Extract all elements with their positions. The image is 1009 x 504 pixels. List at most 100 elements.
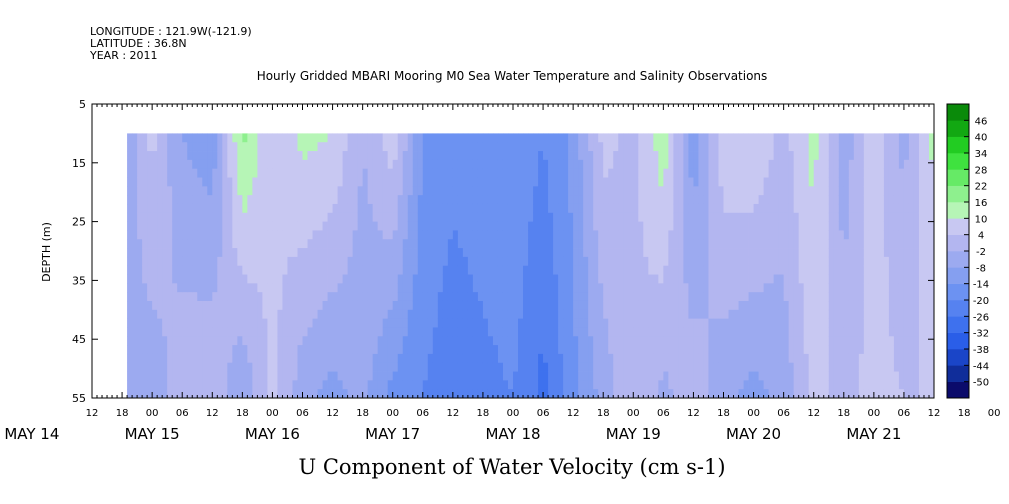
heatmap-cell: [658, 380, 664, 390]
heatmap-cell: [568, 327, 574, 337]
heatmap-cell: [387, 389, 394, 399]
heatmap-cell: [462, 389, 469, 399]
heatmap-cell: [628, 318, 634, 328]
heatmap-cell: [237, 177, 243, 187]
heatmap-cell: [858, 230, 865, 240]
heatmap-cell: [833, 327, 840, 337]
heatmap-cell: [593, 318, 599, 328]
heatmap-cell: [422, 256, 429, 267]
heatmap-cell: [467, 142, 474, 152]
heatmap-cell: [928, 336, 935, 346]
heatmap-cell: [513, 327, 519, 337]
heatmap-cell: [513, 371, 519, 381]
heatmap-cell: [648, 195, 654, 205]
heatmap-cell: [853, 256, 860, 267]
heatmap-cell: [202, 327, 208, 337]
heatmap-cell: [287, 142, 293, 152]
heatmap-cell: [367, 177, 374, 187]
heatmap-cell: [147, 265, 153, 275]
heatmap-cell: [818, 133, 825, 143]
heatmap-cell: [202, 203, 208, 214]
heatmap-cell: [177, 221, 183, 231]
heatmap-cell: [462, 159, 469, 170]
heatmap-cell: [598, 239, 604, 249]
heatmap-cell: [623, 186, 629, 196]
heatmap-cell: [162, 239, 168, 249]
heatmap-cell: [407, 274, 414, 284]
heatmap-cell: [502, 212, 509, 222]
heatmap-cell: [873, 177, 880, 187]
heatmap-cell: [187, 133, 193, 143]
heatmap-cell: [713, 186, 719, 196]
heatmap-cell: [903, 336, 910, 346]
heatmap-cell: [693, 151, 699, 161]
heatmap-cell: [623, 133, 629, 143]
heatmap-cell: [663, 133, 669, 143]
heatmap-cell: [177, 292, 183, 302]
heatmap-cell: [883, 327, 890, 337]
heatmap-cell: [928, 133, 935, 143]
heatmap-cell: [883, 151, 890, 161]
heatmap-cell: [397, 353, 404, 364]
heatmap-cell: [157, 212, 163, 222]
heatmap-cell: [287, 318, 293, 328]
heatmap-cell: [903, 309, 910, 320]
heatmap-cell: [513, 265, 519, 275]
heatmap-cell: [808, 318, 815, 328]
heatmap-cell: [462, 142, 469, 152]
heatmap-cell: [553, 248, 559, 258]
heatmap-cell: [618, 248, 624, 258]
heatmap-cell: [382, 230, 389, 240]
heatmap-cell: [302, 345, 308, 355]
heatmap-cell: [573, 177, 579, 187]
heatmap-cell: [713, 327, 719, 337]
heatmap-cell: [558, 239, 564, 249]
heatmap-cell: [502, 186, 509, 196]
heatmap-cell: [452, 265, 459, 275]
heatmap-cell: [497, 300, 504, 311]
heatmap-cell: [202, 230, 208, 240]
heatmap-cell: [848, 345, 855, 355]
heatmap-cell: [162, 300, 168, 311]
heatmap-cell: [563, 292, 569, 302]
heatmap-cell: [763, 327, 770, 337]
heatmap-cell: [618, 362, 624, 372]
heatmap-cell: [417, 300, 424, 311]
heatmap-cell: [417, 168, 424, 178]
heatmap-cell: [718, 195, 724, 205]
heatmap-cell: [683, 256, 689, 267]
heatmap-cell: [623, 142, 629, 152]
heatmap-cell: [287, 292, 293, 302]
heatmap-cell: [773, 186, 780, 196]
heatmap-cell: [873, 248, 880, 258]
heatmap-cell: [447, 371, 454, 381]
heatmap-cell: [858, 142, 865, 152]
heatmap-cell: [598, 389, 604, 399]
heatmap-cell: [718, 221, 724, 231]
heatmap-cell: [197, 159, 203, 170]
heatmap-cell: [292, 327, 298, 337]
heatmap-cell: [778, 212, 785, 222]
heatmap-cell: [528, 353, 534, 364]
heatmap-cell: [447, 362, 454, 372]
heatmap-cell: [312, 362, 318, 372]
heatmap-cell: [132, 380, 138, 390]
heatmap-cell: [272, 327, 278, 337]
heatmap-cell: [227, 389, 233, 399]
heatmap-cell: [207, 203, 213, 214]
heatmap-cell: [382, 159, 389, 170]
heatmap-cell: [818, 265, 825, 275]
heatmap-cell: [738, 142, 744, 152]
heatmap-cell: [908, 239, 915, 249]
heatmap-cell: [703, 230, 709, 240]
heatmap-cell: [277, 283, 283, 293]
heatmap-cell: [247, 133, 253, 143]
heatmap-cell: [187, 195, 193, 205]
heatmap-cell: [272, 389, 278, 399]
heatmap-cell: [332, 151, 338, 161]
heatmap-cell: [162, 353, 168, 364]
heatmap-cell: [718, 274, 724, 284]
heatmap-cell: [142, 371, 148, 381]
heatmap-cell: [853, 309, 860, 320]
heatmap-cell: [778, 239, 785, 249]
